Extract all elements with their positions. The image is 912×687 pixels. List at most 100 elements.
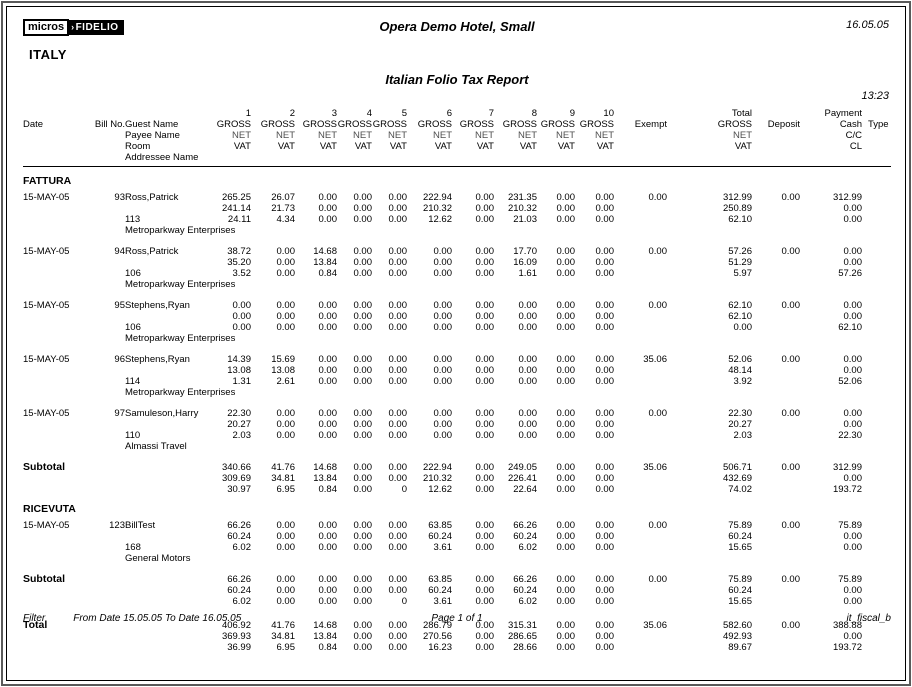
amount-cell	[494, 279, 537, 290]
gross-header: GROSS	[260, 119, 295, 130]
net-header: NET	[518, 130, 537, 141]
total-cell: 312.99	[722, 192, 752, 203]
room-cell: 114	[125, 376, 141, 387]
amount-cell	[207, 225, 251, 236]
amount-cell	[537, 152, 575, 163]
amount-cell: 0.00	[353, 246, 373, 257]
amount-cell: 38.72	[227, 246, 251, 257]
deposit-cell: 0.00	[781, 192, 801, 203]
payee-name-cell	[125, 365, 207, 376]
column-number: 3	[331, 108, 337, 119]
amount-cell: 6.02	[518, 596, 538, 607]
exempt-cell	[614, 152, 667, 163]
amount-cell: 0.00	[318, 192, 338, 203]
amount-cell: 60.24	[227, 585, 251, 596]
deposit-cell	[752, 108, 800, 119]
exempt-cell: 0.00	[648, 246, 668, 257]
amount-cell: 0.00	[556, 430, 576, 441]
date-cell	[23, 108, 87, 119]
amount-cell: 20.27	[227, 419, 251, 430]
amount-cell: 340.66	[221, 462, 251, 473]
amount-cell: 0.00	[433, 268, 453, 279]
grand-total-row: Total 406.92 41.76 14.68 0.00 0.00 286.79 0.00 3…	[23, 619, 891, 654]
date-cell	[23, 141, 87, 152]
payee-name-header: Payee Name	[125, 130, 180, 141]
net-header: NET	[475, 130, 494, 141]
amount-cell	[494, 333, 537, 344]
name-cell	[125, 574, 207, 585]
exempt-cell	[614, 108, 667, 119]
date-cell	[23, 279, 87, 290]
amount-cell: 0.00	[595, 408, 615, 419]
amount-cell: 66.26	[513, 574, 537, 585]
vat-header: VAT	[354, 141, 372, 152]
amount-cell: 0.00	[388, 268, 408, 279]
date-cell: 15-MAY-05	[23, 300, 70, 311]
amount-cell: 0.00	[595, 542, 615, 553]
amount-cell: 0.00	[276, 585, 296, 596]
bill-no-cell	[87, 279, 125, 290]
amount-cell	[575, 553, 614, 564]
amount-cell: 0.00	[475, 300, 495, 311]
amount-cell: 0.00	[595, 192, 615, 203]
type-cell	[862, 520, 892, 531]
amount-cell: 0.00	[595, 268, 615, 279]
amount-cell: 0.00	[556, 246, 576, 257]
amount-cell	[372, 279, 407, 290]
amount-cell: 0.00	[595, 203, 615, 214]
name-cell	[125, 473, 207, 484]
vat-header: VAT	[557, 141, 575, 152]
amount-cell: 60.24	[513, 531, 537, 542]
amount-cell: 0.00	[595, 246, 615, 257]
deposit-cell	[752, 419, 800, 430]
report-footer: Filter From Date 15.05.05 To Date 16.05.…	[23, 613, 891, 624]
totals-label: Total	[23, 619, 48, 631]
amount-cell: 0.00	[353, 268, 373, 279]
type-cell	[862, 484, 892, 495]
amount-cell	[537, 553, 575, 564]
amount-cell: 0.00	[556, 300, 576, 311]
totals-label: Subtotal	[23, 573, 65, 585]
date-cell	[23, 419, 87, 430]
amount-cell: 0.00	[556, 462, 576, 473]
addressee-name-cell: Almassi Travel	[125, 441, 187, 452]
payment-cell	[800, 387, 862, 398]
amount-cell: 0.00	[388, 311, 408, 322]
payment-header: Payment	[824, 108, 863, 119]
type-cell	[862, 365, 892, 376]
amount-cell: 0.00	[433, 300, 453, 311]
bill-no-cell	[87, 214, 125, 225]
report-time: 13:23	[861, 90, 889, 102]
deposit-cell	[752, 631, 800, 642]
amount-cell: 0.00	[556, 596, 576, 607]
payee-name-cell	[125, 257, 207, 268]
amount-cell	[295, 441, 337, 452]
table-line: 106 0.00 0.00 0.00 0.00 0.00 0.00 0.00 0.00 0.00 0…	[23, 322, 891, 333]
table-row: 15-MAY-05 123 BillTest 66.26 0.00 0.00 0.00 0.0…	[23, 520, 891, 564]
gross-header: GROSS	[372, 119, 407, 130]
exempt-cell	[614, 365, 667, 376]
net-header: NET	[353, 130, 372, 141]
net-header: NET	[595, 130, 614, 141]
amount-cell: 0.00	[556, 365, 576, 376]
amount-cell: 0.00	[318, 311, 338, 322]
logo-micros-text: micros	[23, 19, 70, 36]
total-cell: 492.93	[722, 631, 752, 642]
deposit-cell: 0.00	[781, 620, 801, 631]
table-line: 1 2 3 4 5 6 7 8 9 10 Total Payment	[23, 108, 891, 119]
amount-cell: 0.00	[475, 430, 495, 441]
amount-cell: 0.00	[318, 376, 338, 387]
exempt-cell	[614, 441, 667, 452]
gross-header: GROSS	[540, 119, 575, 130]
amount-cell: 0.00	[595, 214, 615, 225]
amount-cell: 309.69	[221, 473, 251, 484]
amount-cell: 2.03	[232, 430, 252, 441]
column-number: 4	[366, 108, 372, 119]
amount-cell: 406.92	[221, 620, 251, 631]
amount-cell: 0.00	[318, 520, 338, 531]
payment-cell: 312.99	[832, 192, 862, 203]
amount-cell: 0.00	[276, 574, 296, 585]
bill-no-cell	[87, 484, 125, 495]
amount-cell: 41.76	[271, 620, 295, 631]
amount-cell: 14.68	[313, 462, 337, 473]
